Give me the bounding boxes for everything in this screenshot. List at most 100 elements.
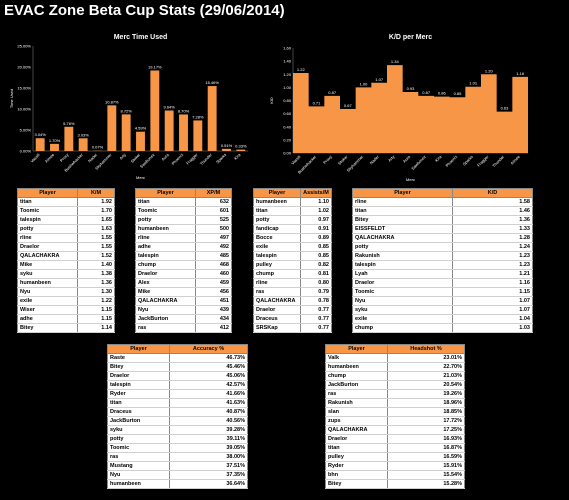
- player-cell: ras: [253, 287, 301, 297]
- merc-time-used-chart: Merc Time Used 0.00% 5.00% 10.00% 15.00% 20.0…: [9, 34, 248, 180]
- km-table: Player K/M titan 1.92 Toomic 1.70 talespin 1.65…: [17, 188, 115, 333]
- player-cell: Draceus: [253, 314, 301, 324]
- value-cell: 40.87%: [169, 407, 248, 417]
- player-cell: Ryder: [325, 461, 388, 471]
- table-row: ras 412: [135, 323, 232, 333]
- table-row: rline 497: [135, 233, 232, 243]
- value-cell: 40.56%: [169, 416, 248, 426]
- data-label: 0.51%: [221, 143, 233, 148]
- x-tick-label: Vassili: [290, 154, 302, 166]
- value-cell: 1.07: [452, 305, 533, 315]
- area-step: [293, 73, 309, 153]
- table-row: QALACHAKRA 1.52: [17, 251, 115, 261]
- value-cell: 1.22: [77, 296, 115, 306]
- player-cell: Nyu: [135, 305, 196, 315]
- table-row: Draelor 45.06%: [107, 371, 248, 381]
- table-row: JackBurton 20.54%: [325, 380, 465, 390]
- player-cell: Rakunish: [352, 251, 453, 261]
- y-tick-label: 1.40: [283, 59, 292, 64]
- x-tick-label: Kira: [233, 152, 242, 161]
- data-label: 3.03%: [77, 132, 89, 137]
- data-label: 1.20: [485, 68, 494, 73]
- table-row: potty 525: [135, 215, 232, 225]
- player-cell: adhe: [135, 242, 196, 252]
- table-row: talespin 0.85: [253, 251, 332, 261]
- value-cell: 15.28%: [387, 479, 465, 489]
- value-cell: 1.55: [77, 233, 115, 243]
- bar: [121, 114, 131, 151]
- table-header-row: Player Accuracy %: [107, 344, 248, 354]
- player-cell: Raste: [107, 353, 170, 363]
- x-tick-label: Stoker: [337, 154, 349, 166]
- table-row: Toomic 1.70: [17, 206, 115, 216]
- value-cell: 1.14: [77, 323, 115, 333]
- value-cell: 17.72%: [387, 416, 465, 426]
- player-cell: pulley: [325, 452, 388, 462]
- x-tick-label: Aimee: [509, 154, 521, 166]
- data-label: 0.71: [313, 100, 322, 105]
- value-cell: 1.15: [77, 314, 115, 324]
- table-row: EISSFELDT 1.33: [352, 224, 533, 234]
- value-cell: 0.77: [300, 314, 332, 324]
- value-cell: 0.89: [300, 233, 332, 243]
- y-tick-label: 0.00: [283, 151, 292, 156]
- value-cell: 1.52: [77, 251, 115, 261]
- table-row: potty 1.63: [17, 224, 115, 234]
- value-cell: 1.23: [452, 251, 533, 261]
- x-tick-label: Skyhammer: [346, 154, 365, 173]
- x-tick-label: Nader: [87, 152, 99, 164]
- x-tick-label: Phoenix: [170, 152, 184, 166]
- table-row: adhe 492: [135, 242, 232, 252]
- table-row: Nyu 1.30: [17, 287, 115, 297]
- accuracy-table: Player Accuracy % Raste 46.73% Bitey 45.46% Dr…: [107, 344, 248, 489]
- x-tick-label: Thunder: [491, 154, 506, 169]
- value-cell: 1.23: [452, 260, 533, 270]
- value-cell: 1.28: [452, 233, 533, 243]
- y-tick-label: 0.80: [283, 98, 292, 103]
- table-row: chump 0.81: [253, 269, 332, 279]
- chart-title: Merc Time Used: [114, 34, 168, 41]
- table-row: Draceus 0.77: [253, 314, 332, 324]
- value-cell: 0.80: [300, 278, 332, 288]
- value-cell: 632: [195, 197, 232, 207]
- table-row: exile 1.04: [352, 314, 533, 324]
- player-cell: Mike: [135, 287, 196, 297]
- data-label: 0.87: [422, 90, 431, 95]
- xpm-table: Player XP/M titan 632 Toomic 601 potty 525 human…: [135, 188, 232, 333]
- value-cell: 460: [195, 269, 232, 279]
- player-cell: Ryder: [107, 389, 170, 399]
- table-row: syku 1.38: [17, 269, 115, 279]
- y-tick-label: 1.00: [283, 85, 292, 90]
- table-row: Raste 46.73%: [107, 353, 248, 363]
- player-cell: QALACHAKRA: [17, 251, 78, 261]
- column-header: K/D: [452, 188, 533, 198]
- player-cell: zups: [325, 416, 388, 426]
- bar: [207, 86, 217, 151]
- value-cell: 36.64%: [169, 479, 248, 489]
- player-cell: titan: [135, 197, 196, 207]
- x-tick-label: Sawbonez: [410, 154, 427, 171]
- value-cell: 1.03: [452, 323, 533, 333]
- column-header: Player: [352, 188, 453, 198]
- area-step: [418, 96, 434, 153]
- table-row: Bitey 1.14: [17, 323, 115, 333]
- data-label: 1.07: [375, 77, 384, 82]
- chart-title: K/D per Merc: [389, 34, 432, 41]
- table-row: Toomic 601: [135, 206, 232, 216]
- value-cell: 1.07: [452, 296, 533, 306]
- value-cell: 0.78: [300, 296, 332, 306]
- player-cell: Toomic: [135, 206, 196, 216]
- player-cell: ras: [107, 452, 170, 462]
- player-cell: syku: [107, 425, 170, 435]
- area-series: [293, 65, 528, 153]
- table-header-row: Player Assists/M: [253, 188, 332, 198]
- data-label: 0.63: [501, 106, 510, 111]
- y-axis-title: Time Used: [9, 89, 14, 108]
- column-header: Headshot %: [387, 344, 465, 354]
- table-row: Nyu 1.07: [352, 296, 533, 306]
- column-header: Player: [135, 188, 196, 198]
- bar: [193, 120, 203, 151]
- player-cell: titan: [352, 206, 453, 216]
- area-step: [434, 97, 450, 153]
- y-tick-label: 15.00%: [17, 86, 31, 91]
